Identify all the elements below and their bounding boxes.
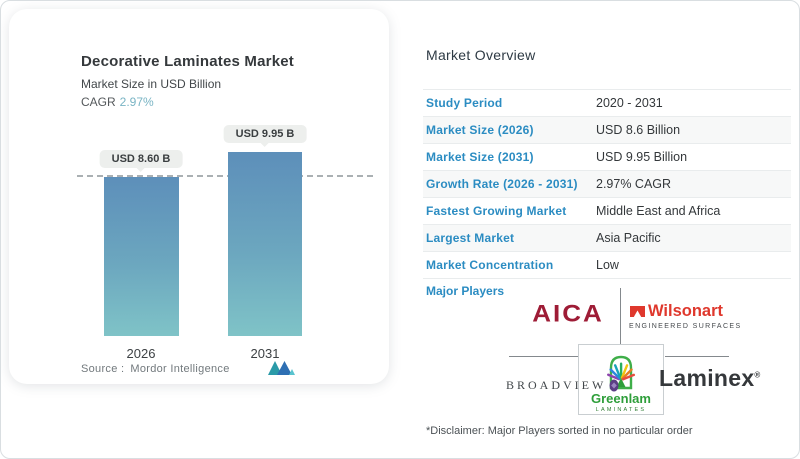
laminex-logo: Laminex® <box>659 365 761 391</box>
greenlam-tagline: LAMINATES <box>595 407 647 413</box>
table-row: Largest Market Asia Pacific <box>423 225 791 252</box>
aica-logo: AICA <box>532 299 604 327</box>
bar-value-label-2031: USD 9.95 B <box>223 125 307 143</box>
x-axis-label-2031: 2031 <box>250 346 280 361</box>
mordor-intelligence-logo-icon <box>268 361 295 375</box>
logo-divider-horizontal-right <box>665 356 729 357</box>
greenlam-tree-icon <box>607 355 636 390</box>
disclaimer-text: *Disclaimer: Major Players sorted in no … <box>426 425 693 437</box>
chart-subtitle: Market Size in USD Billion <box>81 77 222 91</box>
major-players-label: Major Players <box>426 284 505 298</box>
broadview-logo: BROADVIEW <box>506 378 619 393</box>
chart-cagr: CAGR 2.97% <box>81 95 154 109</box>
table-row: Growth Rate (2026 - 2031) 2.97% CAGR <box>423 171 791 198</box>
broadview-gem-icon <box>609 379 619 392</box>
reference-dashed-line <box>77 175 373 177</box>
table-row: Market Concentration Low <box>423 252 791 279</box>
table-row: Market Size (2031) USD 9.95 Billion <box>423 144 791 171</box>
source-attribution: Source : Mordor Intelligence <box>81 363 230 375</box>
major-players-logos: AICA Wilsonart ENGINEERED SURFACES <box>423 1 791 458</box>
table-row: Fastest Growing Market Middle East and Af… <box>423 198 791 225</box>
table-row: Study Period 2020 - 2031 <box>423 90 791 117</box>
bar-2026 <box>104 177 179 336</box>
logo-divider-horizontal-left <box>509 356 578 357</box>
wilsonart-w-icon <box>630 305 645 317</box>
overview-title: Market Overview <box>426 47 536 63</box>
greenlam-logo: Greenlam LAMINATES <box>578 344 664 415</box>
source-value: Mordor Intelligence <box>130 363 230 375</box>
overview-table: Study Period 2020 - 2031 Market Size (202… <box>423 89 791 279</box>
chart-title: Decorative Laminates Market <box>81 53 294 70</box>
x-axis-label-2026: 2026 <box>126 346 156 361</box>
market-chart-card: Decorative Laminates Market Market Size … <box>9 9 389 384</box>
logo-divider-vertical <box>620 288 621 344</box>
market-overview-panel: Market Overview Study Period 2020 - 2031 … <box>423 1 791 458</box>
wilsonart-logo: Wilsonart ENGINEERED SURFACES <box>629 302 742 330</box>
source-label: Source : <box>81 363 125 375</box>
cagr-label: CAGR <box>81 95 116 109</box>
bar-value-label-2026: USD 8.60 B <box>99 150 183 168</box>
cagr-value: 2.97% <box>119 95 154 109</box>
wilsonart-tagline: ENGINEERED SURFACES <box>629 323 742 330</box>
table-row: Market Size (2026) USD 8.6 Billion <box>423 117 791 144</box>
bar-2031 <box>228 152 302 336</box>
